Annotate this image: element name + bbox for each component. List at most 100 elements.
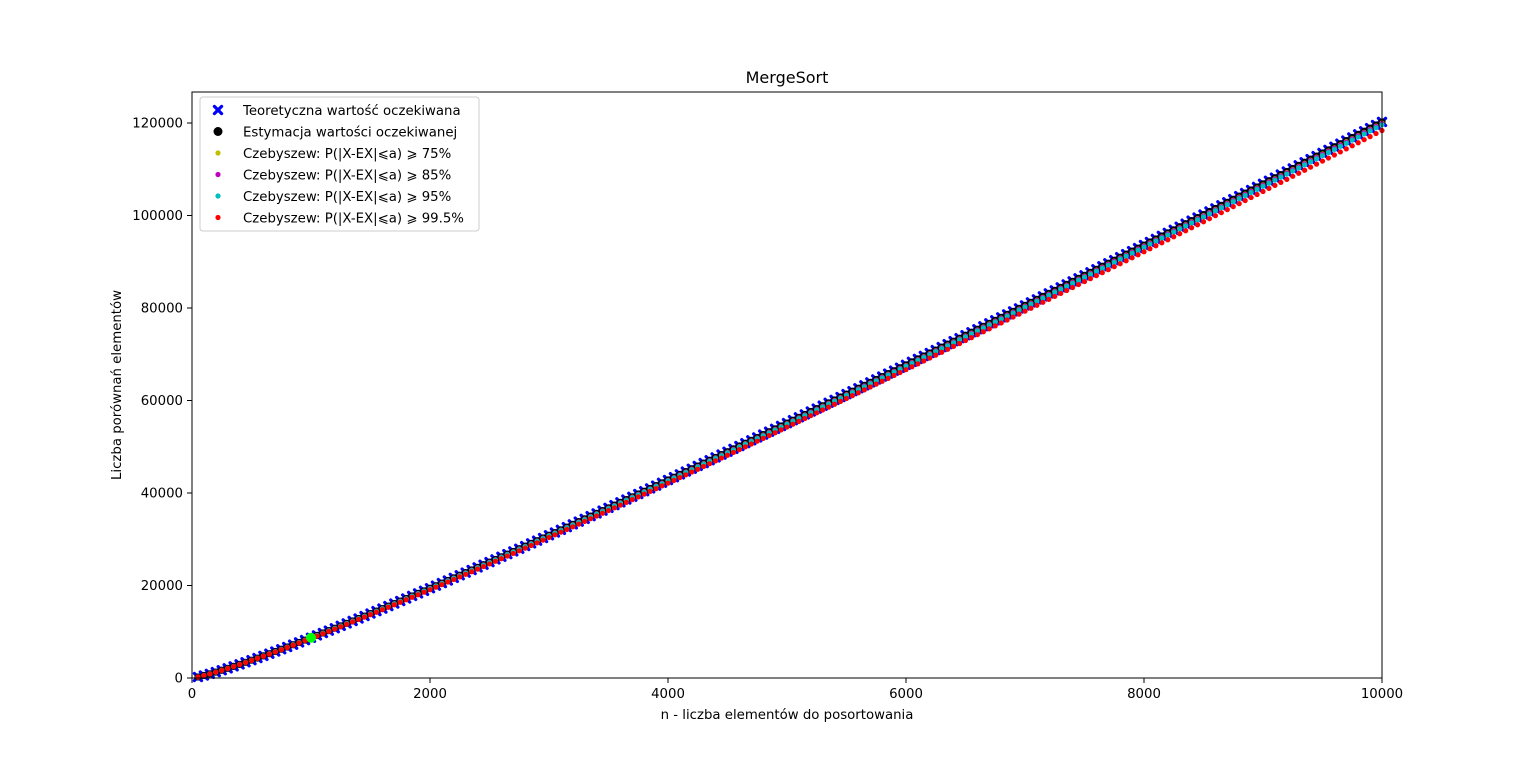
data-point [1099, 270, 1105, 276]
data-point [962, 337, 969, 344]
data-point [1194, 222, 1201, 228]
legend-marker [213, 127, 223, 136]
data-point [1010, 310, 1016, 316]
data-point [1183, 228, 1189, 234]
data-point [1087, 276, 1094, 282]
data-point [415, 592, 421, 598]
data-point [790, 421, 796, 427]
data-point [504, 553, 510, 559]
data-point [778, 427, 784, 433]
plot-frame [191, 91, 1383, 679]
data-point [1230, 199, 1236, 205]
data-point [1052, 293, 1058, 300]
data-point [891, 372, 897, 379]
data-point [451, 576, 457, 583]
data-point [605, 507, 612, 514]
data-point [540, 537, 546, 543]
x-tick-label: 10000 [1361, 687, 1403, 702]
data-point [1189, 225, 1195, 231]
data-point [611, 505, 618, 511]
data-point [1200, 219, 1207, 225]
data-point [278, 647, 284, 653]
data-point [879, 378, 885, 384]
data-point [766, 432, 772, 439]
data-point [843, 395, 850, 402]
x-tick-label: 8000 [1127, 687, 1161, 702]
data-point [1284, 171, 1290, 177]
data-point [1337, 143, 1343, 149]
data-point [594, 513, 600, 519]
data-point [439, 581, 445, 588]
legend-label: Czebyszew: P(|X-EX|⩽a) ⩾ 75% [243, 147, 451, 162]
data-point [570, 524, 576, 530]
data-point [480, 563, 487, 570]
data-point [1343, 140, 1349, 146]
data-point [213, 669, 219, 675]
data-point [1361, 131, 1367, 137]
y-tick-label: 40000 [141, 486, 183, 501]
data-point [1319, 152, 1326, 159]
data-point [1099, 265, 1105, 271]
data-point [951, 343, 957, 350]
data-point [1141, 249, 1147, 255]
data-point [1153, 238, 1159, 244]
data-point [832, 401, 838, 407]
data-point [528, 542, 534, 549]
data-point [837, 398, 844, 404]
data-point [1058, 290, 1064, 297]
data-point [724, 452, 731, 458]
data-point [1266, 185, 1272, 192]
data-point [671, 477, 677, 483]
data-point [1302, 167, 1308, 173]
legend-marker [215, 150, 221, 156]
data-point [897, 369, 903, 376]
data-point [1034, 302, 1040, 308]
data-point [1058, 286, 1064, 292]
data-point [903, 367, 909, 373]
data-point [754, 438, 760, 444]
legend-marker [215, 214, 221, 221]
data-point [409, 594, 415, 600]
data-point [1224, 207, 1230, 213]
data-point [1373, 130, 1379, 137]
data-point [1337, 149, 1343, 155]
data-point [665, 480, 671, 486]
legend-label: Czebyszew: P(|X-EX|⩽a) ⩾ 99.5% [243, 212, 464, 227]
data-point [629, 497, 635, 503]
data-point [1189, 220, 1195, 226]
legend-label: Teoretyczna wartość oczekiwana [242, 103, 461, 119]
data-point [552, 532, 558, 538]
data-point [1123, 258, 1129, 264]
data-point [1087, 271, 1094, 277]
data-point [921, 358, 927, 364]
data-point [326, 628, 332, 635]
data-point [1147, 241, 1153, 247]
data-point [1046, 292, 1052, 298]
data-point [421, 589, 427, 595]
data-point [1070, 284, 1076, 291]
data-point [1081, 274, 1088, 280]
data-point [1284, 176, 1290, 182]
data-point [1248, 189, 1254, 196]
data-point [849, 393, 856, 399]
data-point [588, 516, 594, 522]
data-point [516, 548, 522, 554]
data-point [403, 597, 409, 603]
data-point [237, 661, 243, 668]
y-tick-label: 20000 [141, 579, 183, 594]
data-point [855, 390, 862, 396]
data-point [956, 340, 963, 347]
data-point [826, 404, 832, 410]
data-point [980, 329, 986, 335]
data-point [475, 566, 481, 572]
data-point [1325, 149, 1332, 156]
data-point [873, 381, 879, 387]
data-point [861, 387, 867, 393]
data-point [1022, 304, 1028, 310]
data-point [546, 534, 552, 541]
data-point [1064, 283, 1070, 289]
data-point [1129, 255, 1135, 261]
data-point [760, 435, 766, 441]
highlight-point [306, 632, 316, 643]
data-point [1141, 244, 1147, 250]
